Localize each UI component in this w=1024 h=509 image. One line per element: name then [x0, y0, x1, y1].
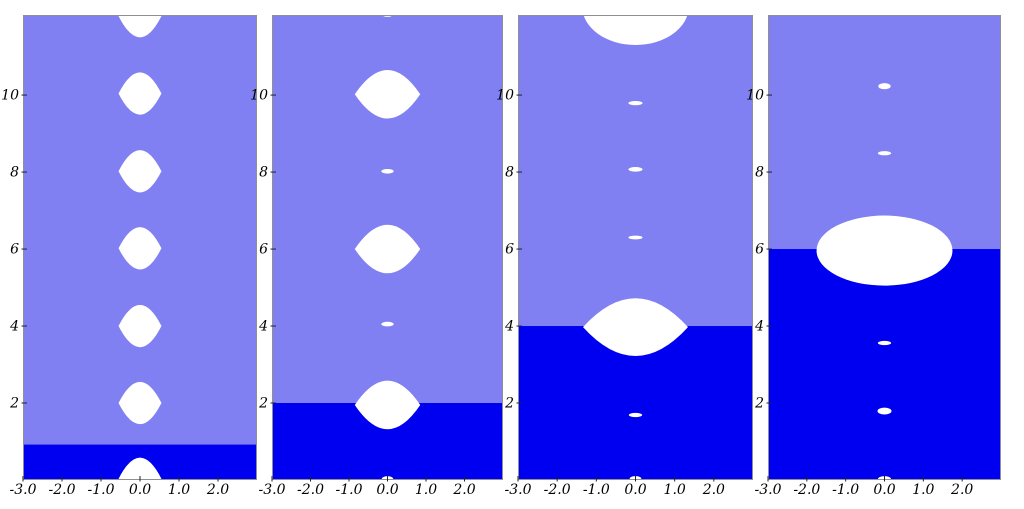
resonance-blob	[816, 215, 953, 286]
resonance-blob	[877, 151, 892, 156]
y-tick-label: 10	[1, 88, 19, 104]
resonance-blob	[118, 72, 162, 115]
resonance-blob	[118, 227, 162, 270]
x-tick-label: -2.0	[544, 482, 571, 498]
panel-3	[518, 15, 753, 480]
resonance-blob	[381, 321, 394, 327]
x-tick-label: 0.0	[376, 482, 398, 498]
resonance-blob	[118, 150, 162, 193]
x-tick-label: -2.0	[49, 482, 76, 498]
x-tick-label: 1.0	[912, 482, 934, 498]
resonance-blob	[381, 168, 394, 174]
x-tick-label: 2.0	[452, 482, 475, 498]
resonance-blob	[628, 167, 643, 172]
resonance-blob	[583, 15, 688, 46]
resonance-blob	[354, 224, 421, 274]
x-tick-label: 0.0	[129, 482, 151, 498]
x-tick-label: 1.0	[168, 482, 190, 498]
y-tick-label: 6	[755, 242, 764, 258]
resonance-blob	[881, 15, 888, 16]
x-tick-label: -1.0	[88, 482, 115, 498]
y-tick-label: 8	[755, 165, 764, 181]
y-tick-label: 4	[754, 319, 764, 335]
x-tick-label: -3.0	[10, 482, 37, 498]
y-tick-label: 8	[10, 165, 19, 181]
y-tick-label: 10	[496, 88, 514, 104]
unstable-region	[768, 249, 1001, 480]
y-tick-label: 8	[259, 165, 268, 181]
x-tick-label: -1.0	[832, 482, 859, 498]
panel-1	[23, 15, 257, 480]
x-tick-label: 0.0	[624, 482, 646, 498]
x-tick-label: -1.0	[336, 482, 363, 498]
x-tick-label: 2.0	[206, 482, 229, 498]
x-tick-label: -3.0	[755, 482, 782, 498]
x-tick-label: 2.0	[950, 482, 973, 498]
resonance-blob	[878, 83, 891, 90]
y-tick-label: 2	[504, 396, 514, 412]
y-tick-label: 2	[9, 396, 19, 412]
x-tick-label: -2.0	[297, 482, 324, 498]
resonance-blob	[583, 298, 688, 357]
resonance-blob	[354, 70, 421, 119]
x-tick-label: -3.0	[505, 482, 532, 498]
y-tick-label: 6	[259, 242, 268, 258]
y-tick-label: 8	[505, 165, 514, 181]
resonance-blob	[118, 457, 162, 480]
resonance-blob	[628, 235, 643, 240]
y-tick-label: 2	[258, 396, 268, 412]
resonance-blob	[118, 381, 162, 425]
resonance-blob	[877, 340, 892, 346]
x-tick-label: 1.0	[415, 482, 437, 498]
x-tick-label: -3.0	[259, 482, 286, 498]
resonance-blob	[877, 407, 892, 415]
y-tick-label: 4	[258, 319, 268, 335]
x-tick-label: 0.0	[873, 482, 895, 498]
y-tick-label: 6	[505, 242, 514, 258]
resonance-blob	[628, 412, 643, 418]
x-tick-label: -2.0	[793, 482, 820, 498]
y-tick-label: 10	[746, 88, 764, 104]
resonance-blob	[118, 15, 162, 38]
x-tick-label: -1.0	[583, 482, 610, 498]
y-tick-label: 4	[504, 319, 514, 335]
y-tick-label: 2	[754, 396, 764, 412]
resonance-blob	[381, 15, 394, 17]
x-tick-label: 1.0	[664, 482, 686, 498]
y-tick-label: 10	[250, 88, 268, 104]
resonance-blob	[354, 380, 421, 430]
resonance-blob	[118, 304, 162, 348]
panel-2	[272, 15, 503, 480]
panel-4	[768, 15, 1001, 480]
y-tick-label: 4	[9, 319, 19, 335]
y-tick-label: 6	[10, 242, 19, 258]
x-tick-label: 2.0	[702, 482, 725, 498]
resonance-blob	[628, 101, 643, 106]
